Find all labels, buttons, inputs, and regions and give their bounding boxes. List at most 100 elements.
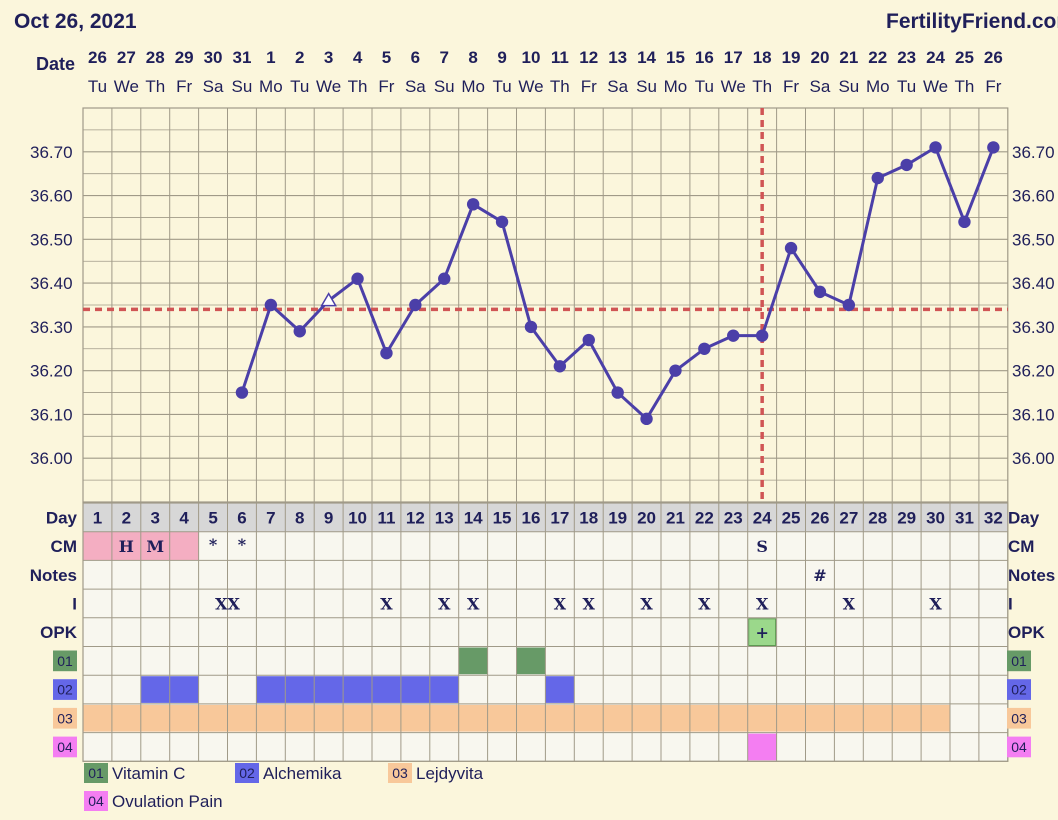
- temperature-point[interactable]: [929, 141, 942, 154]
- weekday-label: Tu: [897, 77, 916, 96]
- temperature-point[interactable]: [842, 298, 856, 312]
- temperature-point[interactable]: [755, 329, 769, 342]
- temperature-point[interactable]: [495, 215, 509, 229]
- legend-code: 03: [392, 765, 408, 781]
- temp-tick-right: 36.50: [1012, 230, 1055, 249]
- temp-tick-left: 36.70: [30, 143, 73, 162]
- med-badge-left: [53, 679, 77, 700]
- cycle-day-label: 7: [266, 508, 275, 527]
- med-badge-code: 03: [57, 710, 73, 726]
- intercourse-mark: X: [640, 594, 653, 613]
- cycle-day-label: 32: [984, 508, 1003, 527]
- date-label: 18: [753, 48, 772, 67]
- cycle-day-label: 8: [295, 508, 304, 527]
- date-label: 4: [353, 48, 363, 67]
- row-label-intercourse: I: [72, 594, 77, 613]
- temp-tick-left: 36.40: [30, 274, 73, 293]
- cycle-day-label: 19: [608, 508, 627, 527]
- temperature-point[interactable]: [351, 272, 364, 285]
- temperature-lines: [83, 108, 1008, 502]
- med-badge-code: 02: [1011, 682, 1027, 698]
- temperature-point[interactable]: [553, 360, 567, 373]
- temperature-point[interactable]: [784, 241, 798, 255]
- temperature-point[interactable]: [293, 325, 306, 338]
- cycle-day-label: 16: [521, 508, 540, 527]
- temperature-point[interactable]: [409, 298, 422, 312]
- date-label: 8: [468, 48, 477, 67]
- temperature-point[interactable]: [871, 171, 884, 185]
- weekday-label: Sa: [203, 77, 224, 96]
- temperature-point[interactable]: [235, 386, 249, 399]
- date-label: 19: [782, 48, 801, 67]
- cm-mark: H: [119, 537, 134, 556]
- cm-cell: [169, 531, 199, 561]
- cycle-day-label: 1: [93, 508, 102, 527]
- temperature-point[interactable]: [611, 386, 624, 399]
- temperature-point[interactable]: [264, 298, 278, 312]
- temperature-point-hollow[interactable]: [320, 292, 337, 307]
- intercourse-mark: X: [756, 594, 769, 613]
- med-02-bar: [545, 676, 575, 703]
- row-label-cm: CM: [51, 537, 77, 556]
- opk-mark: +: [755, 623, 768, 642]
- cycle-day-label: 11: [377, 508, 395, 527]
- notes-mark[interactable]: #: [813, 566, 826, 585]
- temperature-point[interactable]: [727, 329, 740, 342]
- legend-code: 01: [88, 765, 104, 781]
- temperature-point[interactable]: [669, 364, 682, 377]
- table-border: [82, 502, 1009, 762]
- intercourse-mark: X: [583, 594, 596, 613]
- weekday-label: We: [923, 77, 948, 96]
- temp-tick-right: 36.60: [1012, 187, 1055, 206]
- temperature-point[interactable]: [958, 215, 971, 229]
- weekday-label: Su: [434, 77, 455, 96]
- med-badge-right: [1007, 736, 1031, 758]
- med-badge-left: [53, 736, 77, 758]
- date-label: 28: [146, 48, 165, 67]
- weekday-label: Fr: [581, 77, 597, 96]
- temp-tick-left: 36.30: [30, 318, 73, 337]
- weekday-label: Su: [232, 77, 253, 96]
- temperature-point[interactable]: [900, 158, 913, 172]
- cycle-day-label: 23: [724, 508, 743, 527]
- temperature-point[interactable]: [380, 346, 393, 360]
- med-badge-right: [1007, 679, 1031, 700]
- med-badge-code: 01: [57, 653, 73, 669]
- cycle-day-label: 30: [926, 508, 945, 527]
- cycle-day-label: 13: [435, 508, 454, 527]
- cycle-day-label: 22: [695, 508, 714, 527]
- legend-label: Lejdyvita: [416, 764, 484, 783]
- cm-cell: [83, 531, 112, 561]
- weekday-label: Tu: [290, 77, 309, 96]
- temperature-point[interactable]: [813, 285, 827, 299]
- temperature-point[interactable]: [582, 333, 595, 347]
- weekday-label: Th: [348, 77, 368, 96]
- cycle-day-label: 9: [324, 508, 333, 527]
- temperature-point[interactable]: [466, 198, 480, 211]
- cm-mark: *: [238, 535, 247, 554]
- opk-positive-cell: [748, 618, 777, 646]
- weekday-label: Mo: [866, 77, 890, 96]
- legend-swatch: [388, 763, 412, 783]
- temperature-point[interactable]: [640, 412, 653, 426]
- temperature-point[interactable]: [987, 141, 1000, 154]
- date-label: 27: [117, 48, 136, 67]
- cycle-day-label: 3: [151, 508, 160, 527]
- cm-cell: [140, 531, 170, 561]
- medication-legend: 01 Vitamin C 02 Alchemika 03 Lejdyvita 04 Ovula…: [84, 763, 484, 811]
- plot-grid: [82, 107, 1009, 503]
- temperature-point[interactable]: [438, 272, 451, 285]
- brand-logo-text[interactable]: FertilityFriend.com: [886, 10, 1058, 33]
- cycle-day-label: 27: [839, 508, 858, 527]
- chart-date: Oct 26, 2021: [14, 10, 137, 33]
- temp-tick-left: 36.50: [30, 230, 73, 249]
- date-label: 14: [637, 48, 656, 67]
- intercourse-mark: X: [438, 594, 451, 613]
- weekday-label: We: [518, 77, 543, 96]
- legend-swatch: [235, 763, 259, 783]
- weekday-label: Su: [636, 77, 657, 96]
- med-04-bar: [747, 733, 777, 761]
- temperature-point[interactable]: [524, 320, 538, 334]
- temperature-point[interactable]: [698, 342, 711, 355]
- med-badge-left: [53, 707, 77, 729]
